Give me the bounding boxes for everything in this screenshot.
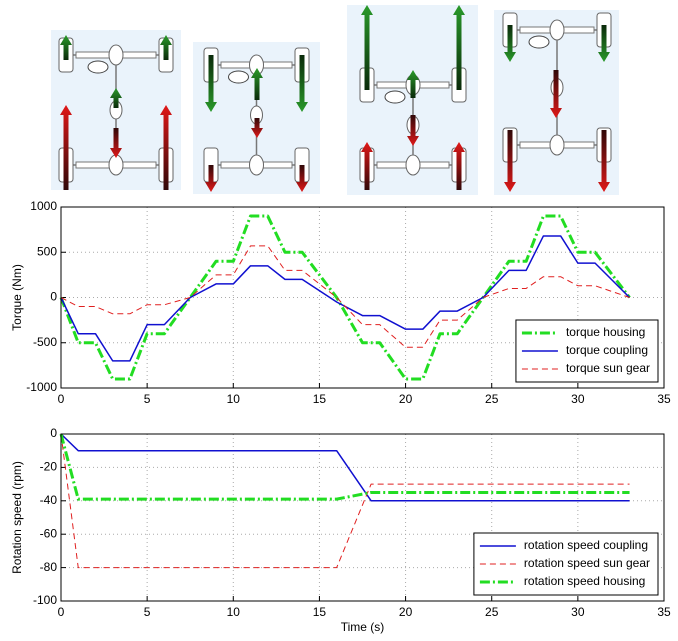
torque-arrow	[453, 142, 465, 190]
steering-wheel	[87, 60, 109, 74]
axes-frame	[60, 206, 665, 389]
torque-arrow	[205, 55, 217, 112]
y-axis-label: Rotation speed (rpm)	[10, 461, 24, 574]
x-tick-label: 25	[485, 392, 499, 406]
torque-arrow	[205, 165, 217, 192]
series-line	[59, 214, 631, 381]
series-line	[60, 433, 630, 502]
differential	[108, 44, 124, 66]
differential	[549, 19, 565, 41]
x-tick-label: 5	[144, 392, 151, 406]
drivetrain-diagrams	[51, 5, 619, 195]
x-tick-label: 10	[227, 605, 241, 619]
x-axis-label: Time (s)	[341, 620, 385, 634]
legend-label: torque housing	[566, 325, 645, 339]
torque-arrow	[453, 5, 465, 90]
legend-label: torque sun gear	[566, 361, 650, 375]
legend-label: rotation speed sun gear	[524, 556, 650, 570]
differential	[405, 154, 421, 176]
y-tick-label: -40	[40, 493, 58, 507]
x-tick-label: 10	[227, 392, 241, 406]
y-tick-label: -80	[40, 560, 58, 574]
y-tick-label: -100	[33, 593, 57, 607]
x-tick-label: 0	[58, 605, 65, 619]
x-tick-label: 0	[58, 392, 65, 406]
torque-arrow	[296, 165, 308, 192]
torque-arrow	[110, 128, 122, 158]
legend-label: torque coupling	[566, 343, 648, 357]
torque-arrow	[296, 55, 308, 112]
torque-arrow	[598, 25, 610, 62]
differential	[249, 154, 264, 176]
differential	[549, 134, 565, 156]
series-line	[60, 245, 630, 348]
x-tick-label: 35	[657, 392, 671, 406]
legend-label: rotation speed housing	[524, 574, 645, 588]
torque-arrow	[251, 118, 263, 138]
x-tick-label: 5	[144, 605, 151, 619]
y-tick-label: 0	[50, 290, 57, 304]
torque-arrow	[407, 115, 419, 146]
torque-arrow	[110, 88, 122, 108]
x-tick-label: 20	[399, 605, 413, 619]
y-tick-label: -20	[40, 460, 58, 474]
y-tick-label: -500	[33, 335, 57, 349]
y-tick-label: 1000	[30, 199, 57, 213]
series-line	[60, 235, 631, 362]
legend: rotation speed coupling rotation speed su…	[473, 532, 659, 596]
y-tick-label: -60	[40, 526, 58, 540]
x-tick-label: 15	[313, 392, 327, 406]
x-tick-label: 35	[657, 605, 671, 619]
steering-wheel	[228, 70, 249, 84]
steering-wheel	[384, 90, 406, 104]
torque-arrow	[60, 105, 72, 190]
torque-arrow	[160, 105, 172, 190]
series-line	[59, 433, 630, 501]
series-line	[60, 433, 630, 569]
y-tick-label: -1000	[26, 380, 57, 394]
axes-frame	[60, 433, 665, 602]
y-tick-label: 500	[37, 244, 57, 258]
torque-arrow	[60, 35, 72, 60]
x-tick-label: 25	[485, 605, 499, 619]
x-tick-label: 20	[399, 392, 413, 406]
legend-label: rotation speed coupling	[524, 538, 648, 552]
y-axis-label: Torque (Nm)	[10, 264, 24, 331]
torque-arrow	[361, 5, 373, 90]
torque-arrow	[251, 68, 263, 100]
torque-arrow	[504, 25, 516, 62]
y-tick-label: 0	[50, 426, 57, 440]
torque-arrow	[550, 70, 562, 118]
steering-wheel	[528, 35, 550, 49]
torque-arrow	[407, 70, 419, 98]
torque-arrow	[160, 35, 172, 60]
x-tick-label: 30	[571, 392, 585, 406]
torque-arrow	[598, 130, 610, 192]
x-tick-label: 15	[313, 605, 327, 619]
torque-arrow	[504, 130, 516, 192]
torque-arrow	[361, 142, 373, 190]
x-tick-label: 30	[571, 605, 585, 619]
legend: torque housing torque coupling torque sun …	[515, 319, 659, 383]
